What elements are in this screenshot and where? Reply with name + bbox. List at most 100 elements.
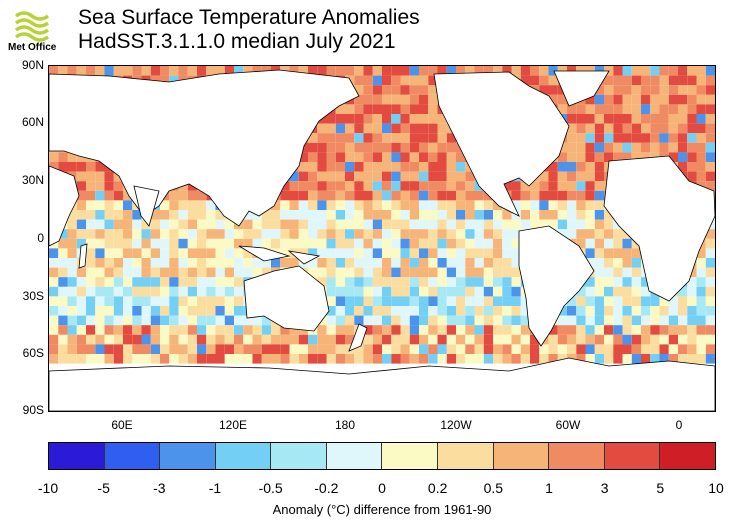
anomaly-cell — [400, 277, 410, 287]
anomaly-cell — [317, 200, 327, 210]
anomaly-cell — [613, 66, 623, 76]
anomaly-cell — [557, 190, 568, 201]
colorbar-tick-label: 0 — [378, 480, 386, 496]
anomaly-cell — [391, 104, 401, 114]
anomaly-cell — [104, 248, 114, 258]
anomaly-cell — [95, 229, 105, 239]
anomaly-cell — [317, 190, 327, 201]
anomaly-cell — [446, 229, 457, 239]
anomaly-cell — [372, 114, 383, 124]
anomaly-cell — [483, 306, 494, 316]
anomaly-cell — [520, 210, 531, 220]
anomaly-cell — [613, 104, 623, 114]
anomaly-cell — [428, 325, 438, 335]
anomaly-cell — [104, 238, 114, 249]
anomaly-cell — [613, 152, 623, 162]
anomaly-cell — [49, 277, 59, 287]
anomaly-cell — [372, 334, 383, 345]
anomaly-cell — [557, 344, 568, 354]
anomaly-cell — [67, 210, 77, 220]
anomaly-cell — [169, 277, 179, 287]
anomaly-cell — [86, 248, 96, 258]
anomaly-cell — [178, 238, 188, 249]
anomaly-cell — [622, 325, 632, 335]
lat-label-0: 0 — [37, 231, 44, 245]
anomaly-cell — [631, 152, 642, 162]
anomaly-cell — [576, 152, 586, 162]
anomaly-cell — [95, 277, 105, 287]
anomaly-cell — [58, 296, 68, 306]
anomaly-cell — [141, 344, 151, 354]
anomaly-cell — [160, 267, 170, 278]
anomaly-cell — [668, 94, 679, 105]
anomaly-cell — [113, 229, 124, 239]
anomaly-cell — [141, 334, 151, 345]
colorbar-tick-label: -0.5 — [258, 480, 283, 496]
anomaly-cell — [428, 258, 438, 268]
anomaly-cell — [493, 66, 503, 76]
anomaly-cell — [622, 354, 632, 364]
anomaly-cell — [650, 104, 660, 114]
anomaly-cell — [631, 66, 642, 76]
anomaly-cell — [474, 219, 484, 230]
anomaly-cell — [224, 315, 235, 326]
anomaly-cell — [132, 229, 142, 239]
anomaly-cell — [493, 315, 503, 326]
anomaly-cell — [567, 152, 577, 162]
anomaly-cell — [372, 277, 383, 287]
anomaly-cell — [419, 171, 429, 182]
anomaly-cell — [705, 123, 715, 134]
anomaly-cell — [604, 104, 614, 114]
anomaly-cell — [687, 277, 697, 287]
anomaly-cell — [363, 104, 373, 114]
anomaly-cell — [58, 344, 68, 354]
anomaly-cell — [474, 200, 484, 210]
anomaly-cell — [382, 315, 392, 326]
anomaly-cell — [178, 315, 188, 326]
anomaly-cell — [539, 171, 549, 182]
anomaly-cell — [252, 238, 262, 249]
anomaly-cell — [141, 248, 151, 258]
anomaly-cell — [234, 334, 244, 345]
anomaly-cell — [150, 344, 161, 354]
anomaly-cell — [95, 354, 105, 364]
anomaly-cell — [391, 354, 401, 364]
anomaly-cell — [382, 306, 392, 316]
anomaly-cell — [298, 181, 309, 191]
anomaly-cell — [631, 325, 642, 335]
anomaly-cell — [456, 181, 466, 191]
anomaly-cell — [428, 66, 438, 76]
anomaly-cell — [474, 286, 484, 297]
anomaly-cell — [345, 325, 355, 335]
anomaly-cell — [49, 344, 59, 354]
anomaly-cell — [49, 354, 59, 364]
anomaly-cell — [382, 123, 392, 134]
anomaly-cell — [104, 267, 114, 278]
anomaly-cell — [113, 258, 124, 268]
anomaly-cell — [437, 152, 447, 162]
anomaly-cell — [650, 334, 660, 345]
anomaly-cell — [483, 210, 494, 220]
anomaly-cell — [437, 306, 447, 316]
anomaly-cell — [594, 200, 605, 210]
anomaly-cell — [354, 286, 364, 297]
anomaly-cell — [483, 296, 494, 306]
anomaly-cell — [446, 200, 457, 210]
colorbar-tick-label: 1 — [545, 480, 553, 496]
anomaly-cell — [585, 219, 595, 230]
anomaly-cell — [502, 306, 512, 316]
anomaly-cell — [594, 142, 605, 153]
anomaly-cell — [465, 354, 475, 364]
anomaly-cell — [187, 248, 198, 258]
anomaly-cell — [631, 104, 642, 114]
anomaly-cell — [456, 66, 466, 76]
anomaly-cell — [280, 258, 290, 268]
anomaly-cell — [446, 296, 457, 306]
anomaly-cell — [613, 94, 623, 105]
anomaly-cell — [280, 181, 290, 191]
anomaly-cell — [594, 258, 605, 268]
anomaly-cell — [419, 181, 429, 191]
anomaly-cell — [604, 267, 614, 278]
anomaly-cell — [622, 306, 632, 316]
anomaly-cell — [160, 344, 170, 354]
